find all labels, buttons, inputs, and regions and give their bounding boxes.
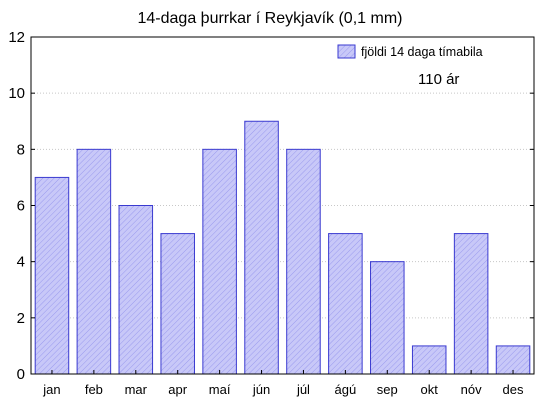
bar-des bbox=[495, 345, 531, 375]
x-tick-label: ágú bbox=[335, 382, 357, 397]
x-tick-label: maí bbox=[209, 382, 231, 397]
chart-title: 14-daga þurrkar í Reykjavík (0,1 mm) bbox=[138, 10, 403, 27]
x-tick-label: júl bbox=[296, 382, 310, 397]
bar-feb bbox=[76, 148, 112, 375]
bar-sep bbox=[370, 261, 405, 375]
y-tick-label: 8 bbox=[17, 141, 25, 158]
bar-mar bbox=[118, 205, 154, 375]
y-tick-label: 4 bbox=[17, 254, 25, 271]
x-tick-label: jún bbox=[252, 382, 270, 397]
x-tick-label: okt bbox=[421, 382, 439, 397]
y-tick-label: 12 bbox=[8, 29, 25, 46]
y-tick-label: 2 bbox=[17, 310, 25, 327]
x-tick-label: mar bbox=[125, 382, 148, 397]
x-tick-label: des bbox=[503, 382, 524, 397]
bar-nóv bbox=[453, 233, 489, 375]
legend-label: fjöldi 14 daga tímabila bbox=[361, 45, 483, 59]
x-tick-label: jan bbox=[42, 382, 60, 397]
x-tick-label: apr bbox=[168, 382, 187, 397]
bar-apr bbox=[160, 233, 195, 375]
annotation-years: 110 ár bbox=[418, 71, 459, 88]
bar-jún bbox=[244, 120, 279, 375]
bars bbox=[34, 120, 531, 375]
x-tick-label: sep bbox=[377, 382, 398, 397]
y-axis: 0 2 4 6 8 10 12 bbox=[8, 29, 534, 383]
bar-maí bbox=[202, 148, 237, 375]
bar-ágú bbox=[328, 233, 363, 375]
bar-júl bbox=[286, 148, 321, 375]
y-tick-label: 10 bbox=[8, 85, 25, 102]
legend-swatch bbox=[337, 44, 356, 59]
x-tick-label: nóv bbox=[461, 382, 482, 397]
x-tick-label: feb bbox=[85, 382, 103, 397]
legend: fjöldi 14 daga tímabila bbox=[337, 44, 483, 59]
bar-jan bbox=[34, 176, 70, 375]
bar-okt bbox=[411, 345, 447, 375]
x-axis: jan feb mar apr maí jún júl ágú sep okt nóv des bbox=[42, 370, 524, 397]
y-tick-label: 6 bbox=[17, 198, 25, 215]
y-tick-label: 0 bbox=[17, 366, 25, 383]
